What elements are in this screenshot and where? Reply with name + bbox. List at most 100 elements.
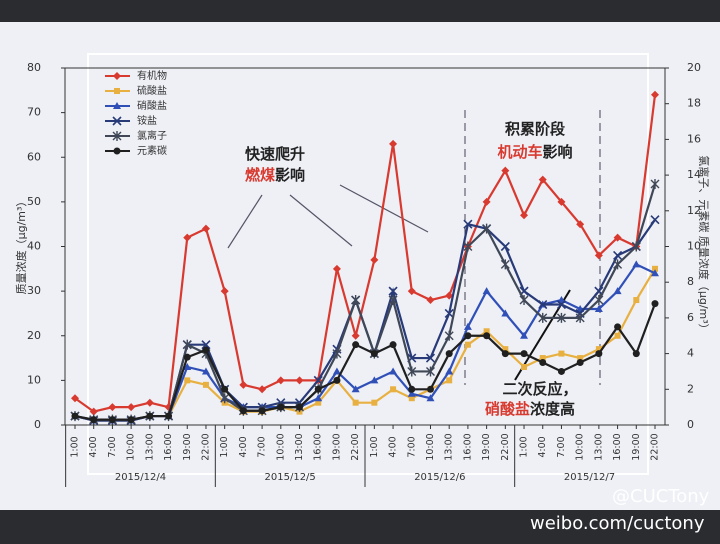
marker	[220, 287, 229, 296]
y2-tick-label: 4	[687, 347, 694, 360]
marker	[407, 366, 417, 377]
y-tick-label: 20	[27, 329, 41, 342]
marker	[614, 332, 621, 339]
marker	[89, 407, 98, 416]
marker	[370, 350, 378, 358]
marker	[108, 403, 117, 412]
marker	[650, 215, 660, 225]
date-label: 2015/12/4	[115, 472, 166, 483]
marker	[146, 412, 154, 420]
marker	[389, 367, 398, 375]
y2-tick-label: 18	[687, 97, 701, 110]
annotation-part: 快速爬升	[245, 145, 305, 163]
x-tick-label: 4:00	[537, 436, 548, 457]
marker	[652, 265, 658, 272]
marker	[577, 355, 584, 362]
legend-marker	[112, 116, 122, 126]
marker	[613, 233, 622, 242]
marker	[239, 380, 248, 389]
marker	[408, 385, 416, 393]
marker	[633, 297, 640, 304]
marker	[145, 398, 154, 407]
marker	[202, 381, 209, 388]
y2-axis-label: 氯离子、元素碳 质量浓度（μg/m³）	[697, 155, 711, 334]
x-tick-label: 16:00	[612, 433, 623, 460]
marker	[631, 241, 641, 252]
marker	[651, 269, 659, 277]
marker	[483, 328, 490, 335]
marker	[183, 362, 192, 370]
marker	[184, 377, 191, 384]
legend-marker	[113, 102, 121, 109]
marker	[539, 355, 546, 362]
marker	[446, 377, 453, 384]
marker	[258, 407, 266, 415]
x-tick-label: 10:00	[575, 433, 586, 460]
legend-marker	[113, 147, 121, 155]
y2-tick-label: 6	[687, 311, 694, 324]
marker	[183, 233, 192, 242]
marker	[483, 332, 491, 340]
marker	[426, 394, 435, 402]
marker	[239, 407, 247, 415]
marker	[614, 323, 622, 331]
marker	[463, 241, 473, 252]
marker	[538, 175, 547, 184]
marker	[501, 350, 509, 358]
marker	[463, 219, 473, 229]
marker	[390, 386, 397, 393]
marker	[332, 367, 341, 375]
legend-label: 有机物	[137, 69, 167, 82]
series-line	[74, 94, 657, 413]
marker	[501, 309, 510, 317]
marker	[500, 259, 510, 270]
marker	[538, 299, 548, 310]
y2-tick-label: 20	[687, 61, 701, 74]
marker	[332, 348, 342, 359]
marker	[556, 299, 567, 310]
x-tick-label: 13:00	[444, 433, 455, 460]
marker	[650, 179, 660, 190]
marker	[501, 166, 510, 175]
marker	[445, 367, 454, 375]
marker	[575, 312, 585, 323]
marker	[201, 224, 210, 233]
annotation-part: 硝酸盐	[485, 400, 530, 418]
legend-label: 硝酸盐	[137, 99, 167, 112]
marker	[520, 350, 528, 358]
marker	[482, 287, 491, 295]
marker	[165, 412, 173, 420]
date-label: 2015/12/6	[414, 472, 465, 483]
marker	[314, 385, 322, 393]
annotation: 机动车影响	[497, 143, 572, 161]
marker	[276, 376, 285, 385]
x-tick-label: 4:00	[88, 436, 99, 457]
annotation-part: 二次反应，	[502, 380, 577, 398]
marker	[407, 389, 416, 397]
marker	[556, 312, 566, 323]
annotation: 硝酸盐浓度高	[485, 400, 575, 418]
x-tick-label: 22:00	[350, 433, 361, 460]
marker	[407, 287, 416, 296]
marker	[408, 395, 415, 402]
x-tick-label: 22:00	[200, 433, 211, 460]
y-tick-label: 70	[27, 106, 41, 119]
x-tick-label: 7:00	[406, 436, 417, 457]
legend-label: 氯离子	[137, 129, 167, 142]
marker	[576, 220, 585, 229]
legend-marker	[112, 131, 122, 141]
annotation: 二次反应，	[502, 380, 577, 398]
marker	[296, 403, 304, 411]
marker	[71, 412, 79, 420]
marker	[352, 341, 360, 349]
x-tick-label: 19:00	[331, 433, 342, 460]
date-label: 2015/12/5	[265, 472, 316, 483]
y-tick-label: 40	[27, 240, 41, 253]
marker	[651, 300, 659, 308]
x-tick-label: 1:00	[70, 436, 81, 457]
annotation-part: 影响	[275, 166, 305, 184]
marker	[632, 350, 640, 358]
marker	[426, 296, 435, 305]
marker	[258, 385, 267, 394]
